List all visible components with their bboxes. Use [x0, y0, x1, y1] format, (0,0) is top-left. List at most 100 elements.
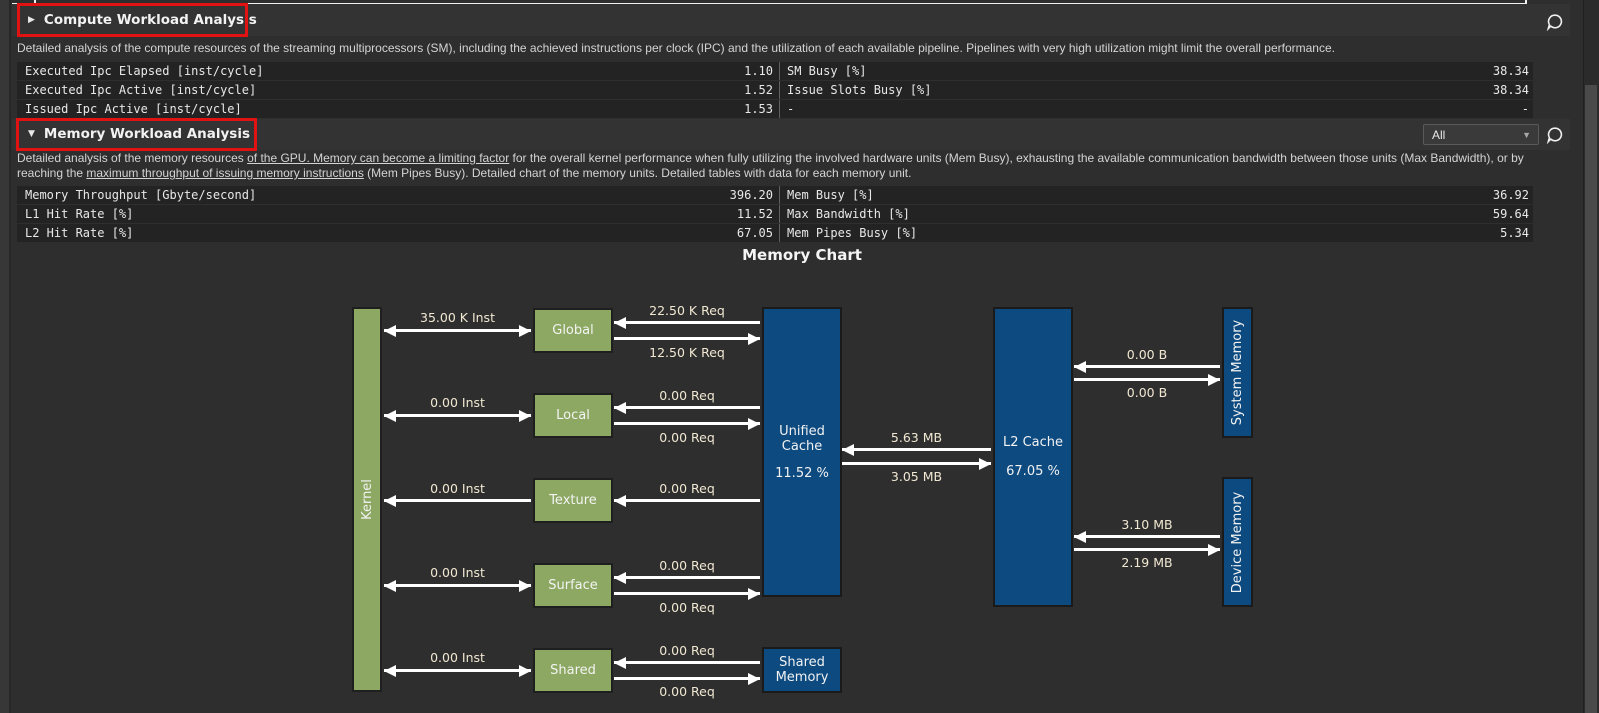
link-label-req: 0.00 Req: [659, 684, 715, 699]
metric-name: SM Busy [%]: [787, 64, 867, 78]
column-divider: [779, 186, 780, 204]
node-label: Device Memory: [1230, 491, 1245, 593]
link-label-bytes: 2.19 MB: [1121, 555, 1173, 570]
link-label-inst: 0.00 Inst: [430, 395, 485, 410]
devmem-l2-arrow: [1074, 530, 1220, 543]
table-row: L1 Hit Rate [%] 11.52 Max Bandwidth [%] …: [17, 205, 1533, 223]
memory-comment-button[interactable]: [1546, 126, 1564, 145]
memory-chart-title: Memory Chart: [742, 246, 862, 264]
shared-memory-node: Shared Memory: [762, 647, 842, 693]
collapse-chevron-icon[interactable]: ▼: [28, 128, 35, 139]
local-node: Local: [533, 393, 613, 438]
link-label-bytes: 5.63 MB: [890, 430, 943, 445]
memory-section-title: Memory Workload Analysis: [43, 126, 251, 142]
column-divider: [779, 224, 780, 242]
link-label-inst: 0.00 Inst: [430, 565, 485, 580]
l2-sysmem-arrow: [1074, 373, 1220, 386]
compute-comment-button[interactable]: [1546, 13, 1564, 32]
l2-unified-arrow: [842, 443, 991, 456]
metric-name: -: [787, 102, 795, 116]
metric-value: 67.05: [736, 226, 773, 240]
memory-description-link[interactable]: of the GPU. Memory can become a limiting…: [247, 151, 510, 165]
metric-name: L2 Hit Rate [%]: [25, 226, 134, 240]
metric-value: 396.20: [729, 188, 773, 202]
shared-node: Shared: [533, 648, 613, 693]
metric-value: 1.52: [744, 83, 773, 97]
link-label-req: 0.00 Req: [659, 643, 715, 658]
memory-description-link[interactable]: maximum throughput of issuing memory ins…: [86, 166, 364, 180]
metric-name: Executed Ipc Elapsed [inst/cycle]: [25, 64, 264, 78]
global-cache-arrow: [614, 332, 760, 345]
link-label-inst: 35.00 K Inst: [420, 310, 495, 325]
metric-value: 5.34: [1500, 226, 1529, 240]
link-label-inst: 0.00 Inst: [430, 481, 485, 496]
previous-section-tick: [1525, 0, 1527, 5]
table-row: Executed Ipc Elapsed [inst/cycle] 1.10 S…: [17, 62, 1533, 80]
cache-global-arrow: [614, 316, 760, 329]
node-label: System Memory: [1230, 319, 1246, 426]
comment-bubble-icon: [1546, 14, 1563, 32]
node-label: Texture: [549, 493, 597, 508]
l2-cache-node: L2 Cache 67.05 %: [993, 307, 1073, 607]
compute-section-title: Compute Workload Analysis: [43, 12, 257, 28]
kernel-label: Kernel: [359, 479, 375, 520]
chevron-down-icon: ▼: [1522, 129, 1531, 140]
memory-description-text: (Mem Pipes Busy). Detailed chart of the …: [363, 166, 912, 180]
annotation-box-memory: [16, 118, 257, 151]
compute-description: Detailed analysis of the compute resourc…: [17, 41, 1537, 56]
shared-sharedmem-arrow: [614, 672, 760, 685]
memory-section-header-bar: [12, 119, 1570, 150]
memory-description: Detailed analysis of the memory resource…: [17, 151, 1541, 181]
node-label: Shared: [550, 663, 596, 678]
section-filter-dropdown[interactable]: All ▼: [1423, 124, 1539, 145]
node-label: Unified Cache: [779, 423, 825, 454]
annotation-box-compute: [17, 3, 248, 37]
unified-l2-arrow: [842, 457, 991, 470]
kernel-surface-arrow: [384, 579, 531, 592]
node-label: L2 Cache: [1002, 435, 1064, 450]
link-label-bytes: 3.05 MB: [890, 469, 943, 484]
node-label: Surface: [548, 578, 598, 593]
l2-devmem-arrow: [1074, 543, 1220, 556]
memory-description-text: for the overall kernel performance when …: [17, 151, 1524, 180]
column-divider: [779, 81, 780, 99]
table-row: Issued Ipc Active [inst/cycle] 1.53 - -: [17, 100, 1533, 118]
metric-name: L1 Hit Rate [%]: [25, 207, 134, 221]
device-memory-node: Device Memory: [1222, 477, 1253, 607]
column-divider: [779, 100, 780, 118]
unified-cache-node: Unified Cache 11.52 %: [762, 307, 842, 597]
local-cache-arrow: [614, 417, 760, 430]
node-label: Shared Memory: [775, 655, 829, 685]
memory-section-header[interactable]: ▼ Memory Workload Analysis: [28, 126, 250, 142]
texture-node: Texture: [533, 478, 613, 523]
comment-bubble-icon: [1546, 127, 1563, 145]
cache-local-arrow: [614, 401, 760, 414]
metric-name: Mem Pipes Busy [%]: [787, 226, 918, 240]
link-label-inst: 0.00 Inst: [430, 650, 485, 665]
metric-value: 59.64: [1492, 207, 1529, 221]
sysmem-l2-arrow: [1074, 360, 1220, 373]
metric-name: Executed Ipc Active [inst/cycle]: [25, 83, 257, 97]
compute-section-header[interactable]: ▶ Compute Workload Analysis: [28, 12, 257, 28]
link-label-req: 22.50 K Req: [649, 303, 725, 318]
surface-node: Surface: [533, 563, 613, 608]
link-label-bytes: 0.00 B: [1126, 347, 1168, 362]
hit-rate-value: 11.52 %: [775, 465, 829, 481]
cache-texture-arrow: [614, 494, 760, 507]
kernel-node: Kernel: [352, 307, 382, 692]
link-label-req: 0.00 Req: [659, 558, 715, 573]
link-label-req: 12.50 K Req: [649, 345, 725, 360]
filter-selected-value: All: [1432, 127, 1446, 142]
kernel-shared-arrow: [384, 664, 531, 677]
link-label-req: 0.00 Req: [659, 430, 715, 445]
link-label-bytes: 3.10 MB: [1121, 517, 1173, 532]
compute-description-text: Detailed analysis of the compute resourc…: [17, 41, 1335, 55]
scrollbar-thumb[interactable]: [1585, 85, 1597, 713]
metric-value: -: [1521, 102, 1529, 116]
previous-section-tick: [34, 0, 36, 5]
metric-value: 36.92: [1492, 188, 1529, 202]
sharedmem-shared-arrow: [614, 656, 760, 669]
collapse-chevron-icon[interactable]: ▶: [28, 14, 35, 25]
link-label-req: 0.00 Req: [659, 481, 715, 496]
